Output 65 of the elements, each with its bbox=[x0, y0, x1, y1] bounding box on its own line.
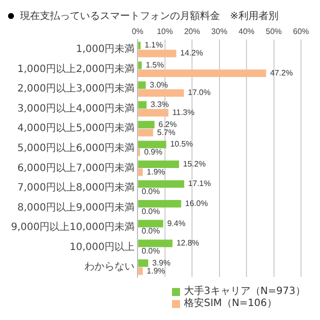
bar bbox=[138, 200, 182, 208]
data-label: 3.3% bbox=[150, 100, 169, 110]
data-label: 17.1% bbox=[188, 179, 211, 188]
data-label: 10.5% bbox=[170, 140, 193, 149]
data-label: 1.5% bbox=[146, 60, 164, 70]
bar bbox=[138, 50, 176, 58]
data-label: 3.0% bbox=[150, 80, 168, 90]
x-tick-label: 60% bbox=[292, 27, 309, 36]
data-label: 0.0% bbox=[142, 246, 160, 256]
y-tick-label: 1,000円以上2,000円未満 bbox=[17, 62, 135, 75]
data-label: 3.9% bbox=[152, 258, 170, 268]
x-tick-label: 0% bbox=[132, 27, 144, 36]
legend-label: 格安SIM（N=106） bbox=[184, 298, 277, 310]
y-tick-label: 6,000円以上7,000円未満 bbox=[17, 162, 135, 174]
bar bbox=[138, 267, 143, 275]
bar bbox=[138, 120, 154, 128]
x-tick-label: 40% bbox=[238, 27, 255, 36]
y-tick-label: わからない bbox=[84, 262, 135, 273]
data-label: 14.2% bbox=[180, 48, 203, 58]
data-label: 47.2% bbox=[270, 68, 293, 78]
bar bbox=[138, 140, 166, 148]
y-tick-label: 4,000円以上5,000円未満 bbox=[17, 122, 135, 134]
bar bbox=[138, 81, 146, 89]
bar bbox=[138, 160, 180, 168]
bar bbox=[138, 89, 184, 97]
data-label: 1.1% bbox=[144, 40, 163, 50]
bar bbox=[138, 101, 147, 109]
data-label: 15.2% bbox=[183, 159, 206, 168]
data-label: 1.9% bbox=[146, 167, 166, 176]
y-tick-label: 10,000円以上 bbox=[70, 240, 135, 253]
data-label: 0.0% bbox=[142, 226, 160, 236]
y-tick-label: 9,000円以上10,000円未満 bbox=[10, 221, 135, 234]
chart-title: 現在支払っているスマートフォンの月額料金 ※利用者別 bbox=[20, 10, 278, 23]
data-label: 12.8% bbox=[176, 238, 200, 248]
y-tick-label: 7,000円以上8,000円未満 bbox=[17, 182, 135, 194]
data-label: 5.7% bbox=[157, 128, 176, 137]
bar bbox=[138, 180, 184, 188]
data-label: 9.4% bbox=[167, 218, 186, 228]
bar bbox=[138, 220, 164, 228]
x-tick-label: 30% bbox=[211, 27, 228, 36]
y-tick-label: 8,000円以上9,000円未満 bbox=[17, 201, 135, 214]
y-tick-label: 3,000円以上4,000円未満 bbox=[17, 102, 135, 114]
bar bbox=[138, 109, 168, 117]
data-label: 6.2% bbox=[158, 120, 177, 129]
data-label: 11.3% bbox=[172, 108, 194, 117]
y-tick-label: 5,000円以上6,000円未満 bbox=[17, 142, 135, 154]
bar bbox=[138, 240, 172, 248]
bar bbox=[138, 128, 154, 136]
x-tick-label: 10% bbox=[156, 27, 173, 36]
y-tick-label: 1,000円未満 bbox=[76, 43, 135, 56]
y-tick-label: 2,000円以上3,000円未満 bbox=[17, 82, 135, 95]
bar bbox=[138, 42, 141, 50]
bar bbox=[138, 69, 266, 77]
data-label: 0.9% bbox=[144, 148, 162, 157]
bar bbox=[138, 168, 143, 176]
legend-label: 大手3キャリア（N=973） bbox=[184, 286, 306, 298]
data-label: 0.0% bbox=[142, 206, 160, 216]
data-label: 1.9% bbox=[146, 266, 166, 276]
data-label: 0.0% bbox=[142, 187, 160, 196]
data-label: 17.0% bbox=[188, 88, 211, 98]
x-tick-label: 50% bbox=[266, 27, 282, 36]
x-tick-label: 20% bbox=[184, 27, 200, 36]
bar bbox=[138, 62, 142, 70]
bar bbox=[138, 259, 148, 267]
data-label: 16.0% bbox=[185, 199, 208, 208]
